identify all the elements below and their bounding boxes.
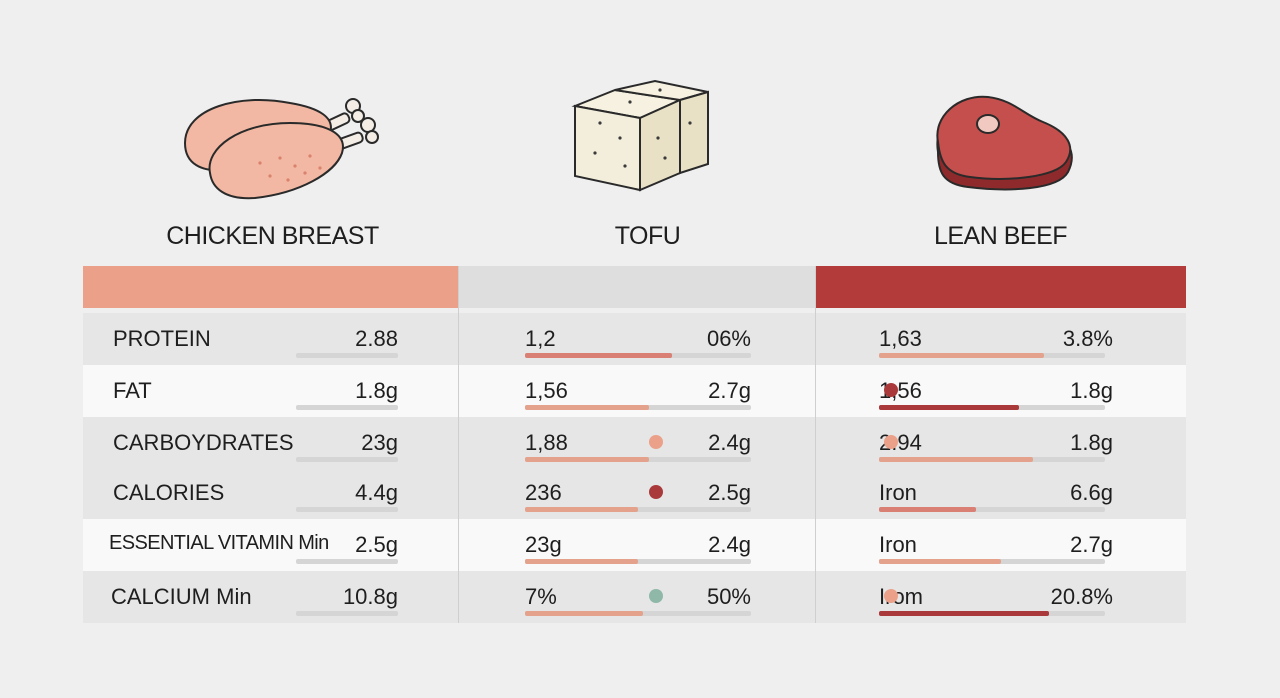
table-cell: CALORIES 4.4g: [83, 467, 458, 519]
steak-icon: [936, 95, 1073, 191]
column-title-beef: LEAN BEEF: [933, 222, 1068, 250]
table-cell: CALCIUM Min 10.8g: [83, 571, 458, 623]
bar-track: [525, 559, 751, 564]
header-band-chicken: [83, 266, 458, 308]
cell-value: 2.4g: [708, 430, 751, 455]
table-cell: 23g 2.4g: [459, 519, 815, 571]
bar-fill: [879, 507, 976, 512]
bar-track: [879, 353, 1105, 358]
bar-track: [296, 353, 398, 358]
cell-value: 20.8%: [1050, 584, 1113, 609]
bar-track: [879, 507, 1105, 512]
bar-fill: [879, 353, 1044, 358]
column-title-tofu: TOFU: [614, 222, 681, 250]
bar-fill: [879, 405, 1019, 410]
cell-value: 1.8g: [1070, 378, 1113, 403]
indicator-dot: [884, 383, 898, 397]
bar-track: [879, 559, 1105, 564]
cell-label: 7%: [525, 584, 557, 609]
cell-label: Iron: [879, 532, 917, 557]
table-cell: FAT 1.8g: [83, 365, 458, 417]
cell-label: 1,2: [525, 326, 556, 351]
cell-value: 23g: [361, 430, 398, 455]
cell-value: 10.8g: [342, 584, 398, 609]
cell-label: 1,88: [525, 430, 568, 455]
bar-fill: [525, 611, 643, 616]
cell-label: 236: [525, 480, 562, 505]
bar-track: [525, 353, 751, 358]
table-cell: 1,56 1.8g: [816, 365, 1186, 417]
table-cell: 236 2.5g: [459, 467, 815, 519]
table-cell: 2.94 1.8g: [816, 417, 1186, 469]
cell-label: FAT: [113, 378, 152, 403]
table-cell: 7% 50%: [459, 571, 815, 623]
bar-fill: [525, 457, 649, 462]
chicken-breast-icon: [183, 98, 379, 200]
cell-value: 4.4g: [355, 480, 398, 505]
bar-track: [296, 457, 398, 462]
bar-track: [525, 405, 751, 410]
table-cell: Iron 6.6g: [816, 467, 1186, 519]
table-cell: 1,63 3.8%: [816, 313, 1186, 365]
cell-value: 2.5g: [708, 480, 751, 505]
cell-value: 2.88: [355, 326, 398, 351]
bar-track: [879, 457, 1105, 462]
cell-label: 23g: [525, 532, 562, 557]
table-cell: Iron 2.7g: [816, 519, 1186, 571]
cell-value: 06%: [706, 326, 751, 351]
table-cell: Irom 20.8%: [816, 571, 1186, 623]
cell-label: 1,56: [525, 378, 568, 403]
cell-value: 2.5g: [355, 532, 398, 557]
indicator-dot: [884, 589, 898, 603]
bar-track: [879, 611, 1105, 616]
column-divider: [458, 266, 459, 623]
column-divider: [815, 266, 816, 623]
tofu-icon: [571, 79, 709, 192]
table-cell: 1,56 2.7g: [459, 365, 815, 417]
cell-label: CARBOYDRATES: [113, 430, 294, 455]
column-title-chicken: CHICKEN BREAST: [166, 222, 379, 250]
bar-fill: [879, 611, 1049, 616]
cell-value: 6.6g: [1070, 480, 1113, 505]
cell-value: 3.8%: [1062, 326, 1113, 351]
cell-label: Iron: [879, 480, 917, 505]
bar-track: [525, 457, 751, 462]
bar-track: [296, 507, 398, 512]
indicator-dot: [649, 589, 663, 603]
bar-track: [296, 559, 398, 564]
indicator-dot: [649, 435, 663, 449]
bar-fill: [879, 559, 1001, 564]
table-cell: PROTEIN 2.88: [83, 313, 458, 365]
header-band-tofu: [459, 266, 815, 308]
cell-value: 2.7g: [708, 378, 751, 403]
cell-value: 50%: [706, 584, 751, 609]
table-cell: 1,2 06%: [459, 313, 815, 365]
header-band-beef: [816, 266, 1186, 308]
cell-label: CALORIES: [113, 480, 225, 505]
bar-fill: [879, 457, 1033, 462]
bar-fill: [525, 507, 638, 512]
table-cell: 1,88 2.4g: [459, 417, 815, 469]
cell-value: 2.7g: [1070, 532, 1113, 557]
bar-track: [525, 611, 751, 616]
table-cell: CARBOYDRATES 23g: [83, 417, 458, 469]
nutrition-table: PROTEIN 2.88 FAT 1.8g CARBOYDRATES 23g CALORIE…: [83, 313, 1186, 623]
cell-value: 1.8g: [1070, 430, 1113, 455]
bar-track: [296, 611, 398, 616]
table-cell: ESSENTIAL VITAMIN Min 2.5g: [83, 519, 458, 571]
cell-label: 1,63: [879, 326, 922, 351]
bar-fill: [525, 559, 638, 564]
bar-track: [879, 405, 1105, 410]
cell-value: 1.8g: [355, 378, 398, 403]
bar-track: [296, 405, 398, 410]
cell-value: 2.4g: [708, 532, 751, 557]
bar-fill: [525, 353, 672, 358]
cell-label: ESSENTIAL VITAMIN Min: [109, 532, 329, 554]
cell-label: PROTEIN: [113, 326, 211, 351]
cell-label: CALCIUM Min: [111, 584, 252, 609]
indicator-dot: [884, 435, 898, 449]
bar-track: [525, 507, 751, 512]
bar-fill: [525, 405, 649, 410]
indicator-dot: [649, 485, 663, 499]
